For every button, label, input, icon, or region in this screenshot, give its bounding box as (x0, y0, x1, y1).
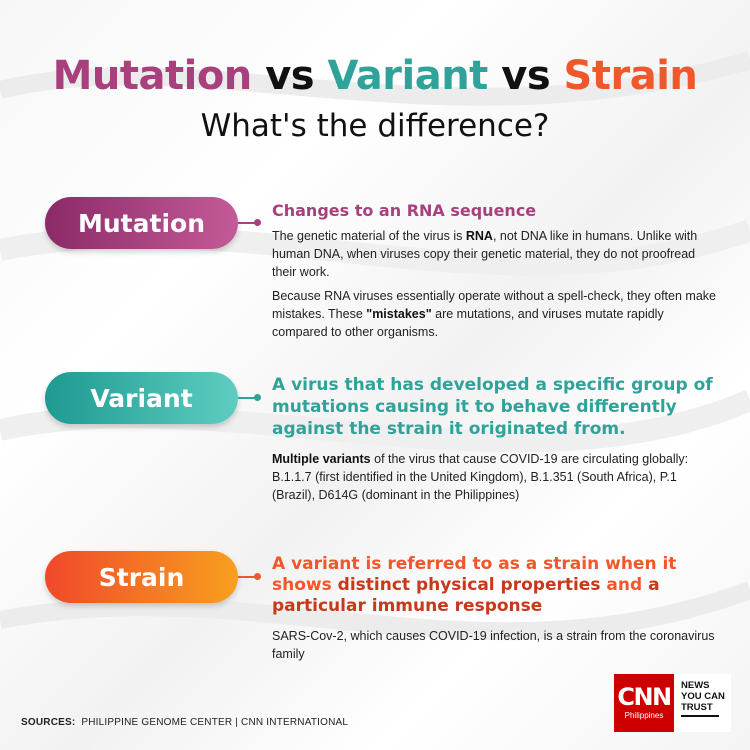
strain-connector-dot (254, 573, 261, 580)
mutation-section: Changes to an RNA sequence The genetic m… (272, 201, 722, 341)
title-vs: vs (251, 53, 328, 99)
strain-heading: A variant is referred to as a strain whe… (272, 554, 677, 616)
strain-paragraph-1: SARS-Cov-2, which causes COVID-19 infect… (272, 629, 715, 661)
mutation-connector (238, 222, 256, 224)
strain-connector (238, 576, 256, 578)
strain-pill: Strain (45, 551, 238, 603)
variant-section: A virus that has developed a specific gr… (272, 374, 722, 504)
cnn-logo-text: CNN (617, 683, 672, 711)
mutation-heading: Changes to an RNA sequence (272, 201, 537, 220)
page-subtitle: What's the difference? (200, 108, 550, 144)
title-mutation: Mutation (52, 53, 253, 99)
variant-connector-dot (254, 394, 261, 401)
title-variant: Variant (327, 53, 489, 99)
cnn-logo-region: Philippines (624, 711, 664, 720)
variant-connector (238, 397, 256, 399)
sources-line: SOURCES: PHILIPPINE GENOME CENTER | CNN … (21, 717, 349, 728)
tagline-underline (681, 715, 719, 717)
mutation-pill: Mutation (45, 197, 238, 249)
page-title: Mutation vs Variant vs Strain (0, 52, 750, 100)
mutation-connector-dot (254, 219, 261, 226)
cnn-tagline: NEWS YOU CAN TRUST (674, 674, 731, 732)
title-vs: vs (487, 53, 564, 99)
variant-pill: Variant (45, 372, 238, 424)
variant-paragraph-1: Multiple variants of the virus that caus… (272, 452, 689, 502)
mutation-paragraph-2: Because RNA viruses essentially operate … (272, 289, 716, 339)
cnn-philippines-logo: CNN Philippines NEWS YOU CAN TRUST (614, 674, 731, 732)
title-strain: Strain (563, 53, 698, 99)
variant-heading: A virus that has developed a specific gr… (272, 375, 713, 439)
cnn-logo-mark: CNN Philippines (614, 674, 674, 732)
strain-section: A variant is referred to as a strain whe… (272, 554, 722, 663)
mutation-paragraph-1: The genetic material of the virus is RNA… (272, 229, 698, 279)
